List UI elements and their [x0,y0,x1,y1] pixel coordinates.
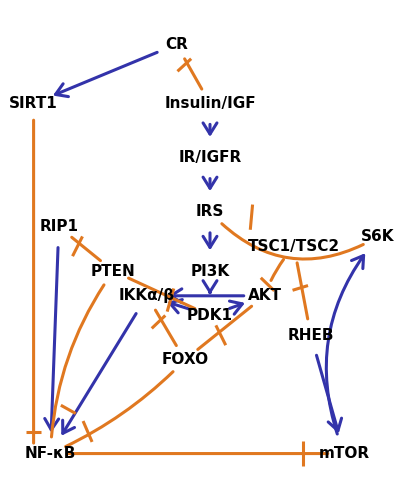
FancyArrowPatch shape [317,355,341,431]
FancyArrowPatch shape [203,281,217,293]
Text: PDK1: PDK1 [187,308,233,323]
Text: Insulin/IGF: Insulin/IGF [164,96,256,111]
FancyArrowPatch shape [203,123,217,134]
FancyArrowPatch shape [229,301,242,314]
Text: mTOR: mTOR [319,446,370,461]
Text: PI3K: PI3K [190,264,230,279]
FancyArrowPatch shape [203,177,217,188]
Text: IKKα/β: IKKα/β [119,288,175,303]
Text: S6K: S6K [361,229,395,244]
FancyArrowPatch shape [170,300,190,313]
Text: RIP1: RIP1 [39,219,78,234]
FancyArrowPatch shape [63,314,136,433]
Text: NF-κB: NF-κB [25,446,76,461]
Text: PTEN: PTEN [91,264,136,279]
Text: AKT: AKT [248,288,281,303]
Text: IR/IGFR: IR/IGFR [178,150,242,165]
FancyArrowPatch shape [171,289,244,303]
FancyArrowPatch shape [45,247,59,430]
Text: SIRT1: SIRT1 [9,96,58,111]
Text: TSC1/TSC2: TSC1/TSC2 [248,239,340,254]
Text: CR: CR [165,37,188,52]
Text: IRS: IRS [196,205,224,219]
Text: FOXO: FOXO [161,352,208,367]
FancyArrowPatch shape [55,52,157,97]
Text: RHEB: RHEB [288,328,334,343]
FancyArrowPatch shape [326,255,364,434]
FancyArrowPatch shape [203,233,217,247]
